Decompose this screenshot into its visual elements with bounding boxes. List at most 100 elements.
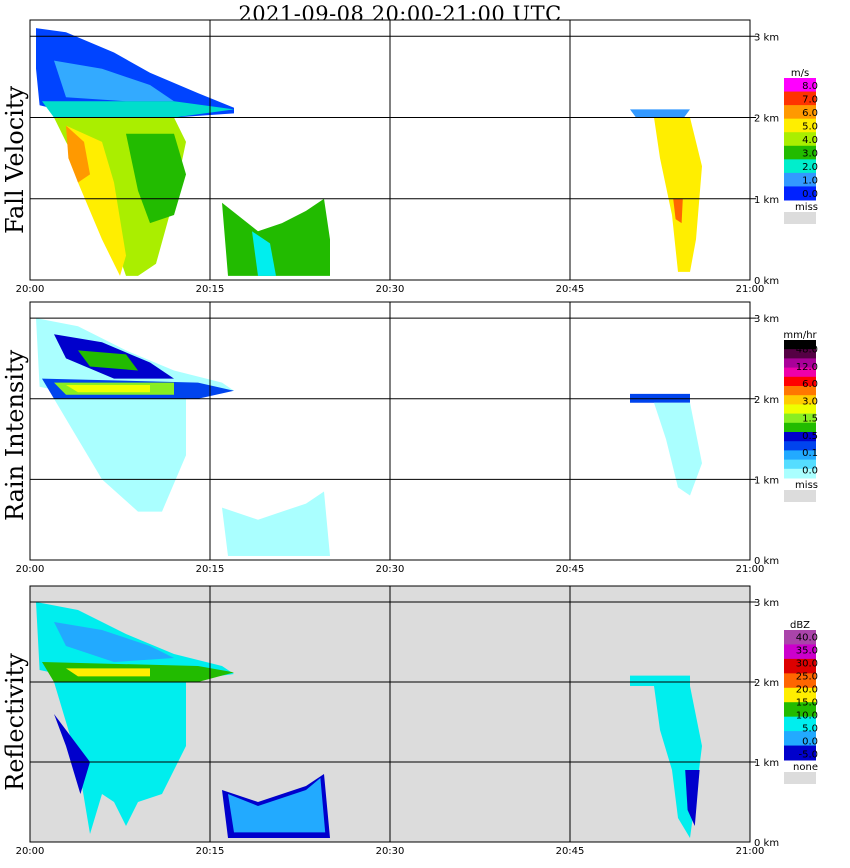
x-tick-label: 20:45: [556, 284, 585, 295]
legend-level: 40.0: [796, 633, 818, 644]
x-tick-label: 21:00: [736, 846, 765, 857]
legend-unit: dBZ: [790, 620, 810, 631]
x-tick-label: 20:45: [556, 846, 585, 857]
legend-swatch: [784, 630, 816, 645]
legend-missing-label: none: [793, 762, 818, 773]
echo-shallow: [228, 778, 326, 833]
y-tick-label: 2 km: [754, 114, 779, 125]
echo-rain-green: [126, 133, 186, 224]
legend-level: 8.0: [802, 81, 818, 92]
legend-level: 0.1: [802, 448, 818, 459]
y-tick-label: 3 km: [754, 32, 779, 43]
legend-level: 5.0: [802, 121, 818, 132]
echo-rain-orange: [66, 125, 90, 183]
y-tick-label: 3 km: [754, 598, 779, 609]
legend-swatch: [784, 687, 816, 703]
legend-level: 6.0: [802, 379, 818, 390]
legend-level: 35.0: [796, 646, 818, 657]
legend-level: 3.0: [802, 396, 818, 407]
legend-level: 1.0: [802, 176, 818, 187]
legend-swatch: [784, 386, 816, 396]
legend-swatch: [784, 745, 816, 761]
legend-swatch: [784, 432, 816, 442]
echo-late-column: [654, 402, 702, 496]
legend-swatch: [784, 132, 816, 147]
legend-missing-swatch: [784, 490, 816, 502]
echo-late-column: [654, 117, 702, 272]
y-tick-label: 2 km: [754, 678, 779, 689]
x-tick-label: 21:00: [736, 564, 765, 575]
legend-level: 4.0: [802, 135, 818, 146]
y-tick-label: 0 km: [754, 838, 779, 849]
legend-swatch: [784, 340, 816, 350]
x-tick-label: 20:45: [556, 564, 585, 575]
legend-swatch: [784, 731, 816, 747]
legend-swatch: [784, 450, 816, 461]
panel-2: 20:00 20:15 20:30 20:45 21:000 km 1 km 2 km 3 k…: [16, 301, 818, 575]
echo-rain-column: [54, 682, 186, 834]
legend-swatch: [784, 159, 816, 174]
x-tick-label: 21:00: [736, 284, 765, 295]
legend-swatch: [784, 358, 816, 369]
y-tick-label: 1 km: [754, 195, 779, 206]
y-tick-label: 3 km: [754, 314, 779, 325]
legend-level: 1.5: [802, 414, 818, 425]
y-tick-label: 2 km: [754, 395, 779, 406]
echo-shallow-green: [222, 198, 330, 276]
panel-frame: [29, 19, 751, 281]
panel-frame: [29, 301, 751, 561]
echo-rain-edge: [54, 714, 90, 794]
x-tick-label: 20:00: [16, 846, 45, 857]
echo-late-top: [630, 109, 690, 118]
echo-late-base: [685, 770, 700, 826]
legend-missing-swatch: [784, 772, 816, 784]
panel-1: 20:00 20:15 20:30 20:45 21:000 km 1 km 2 km 3 k…: [16, 19, 818, 295]
legend-level: 2.0: [802, 162, 818, 173]
legend-level: 0.0: [802, 465, 818, 476]
echo-late-top: [630, 675, 690, 686]
legend-missing-swatch: [784, 212, 816, 224]
legend-swatch: [784, 78, 816, 93]
legend-unit: m/s: [791, 68, 809, 79]
legend-level: 15.0: [796, 698, 818, 709]
x-tick-label: 20:15: [196, 846, 225, 857]
legend-missing-label: miss: [795, 202, 818, 213]
legend-level: 6.0: [802, 108, 818, 119]
legend-level: -5.0: [798, 750, 818, 761]
legend-level: 10.0: [796, 711, 818, 722]
legend-level: 3.0: [802, 149, 818, 160]
legend-swatch: [784, 118, 816, 133]
legend-swatch: [784, 702, 816, 718]
legend-level: 30.0: [796, 659, 818, 670]
legend-swatch: [784, 459, 816, 470]
echo-melt-yellow: [66, 668, 150, 677]
legend-swatch: [784, 468, 816, 479]
legend-swatch: [784, 716, 816, 732]
echo-melt-layer: [42, 101, 234, 118]
legend-swatch: [784, 186, 816, 201]
legend-swatch: [784, 422, 816, 433]
legend-swatch: [784, 145, 816, 160]
legend-level: 20.0: [796, 685, 818, 696]
legend-level: 25.0: [796, 672, 818, 683]
y-tick-label: 1 km: [754, 758, 779, 769]
legend-swatch: [784, 91, 816, 106]
echo-shallow: [222, 491, 330, 556]
echo-shallow-cyan: [252, 231, 276, 276]
echo-late-core: [673, 198, 683, 224]
legend-swatch: [784, 376, 816, 387]
echo-rain-column: [54, 398, 186, 512]
legend-swatch: [784, 673, 816, 689]
x-tick-label: 20:30: [376, 284, 405, 295]
legend-swatch: [784, 172, 816, 187]
y-tick-label: 0 km: [754, 556, 779, 567]
legend-level: 48.0: [796, 345, 818, 356]
y-tick-label: 0 km: [754, 276, 779, 287]
panel-3: 20:00 20:15 20:30 20:45 21:000 km 1 km 2 km 3 k…: [16, 585, 818, 857]
legend-swatch: [784, 349, 816, 359]
legend-level: 5.0: [802, 724, 818, 735]
legend-swatch: [784, 367, 816, 378]
echo-upper-core: [54, 60, 174, 102]
echo-upper-green: [78, 350, 138, 371]
legend-swatch: [784, 658, 816, 674]
